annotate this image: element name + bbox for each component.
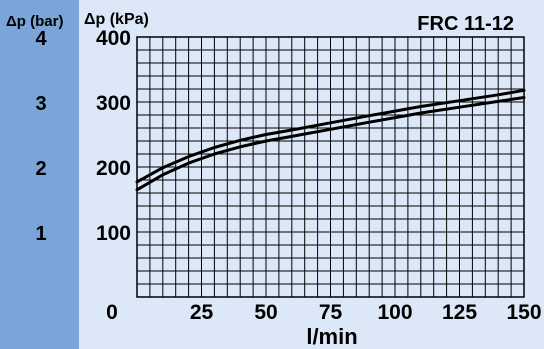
x-tick-label: 100: [377, 301, 412, 324]
x-tick-label: 50: [254, 301, 277, 324]
y-tick-label-kpa: 100: [96, 222, 131, 245]
curve-line-1: [135, 88, 526, 184]
x-tick-label: 125: [442, 301, 477, 324]
x-tick-label: 25: [190, 301, 214, 324]
curve-line-2: [135, 96, 526, 192]
tick-labels: 0 25 50 75 100 125 150 100 200 300 400 1 2 3 4: [35, 27, 541, 324]
y-tick-label-bar: 2: [35, 158, 46, 180]
chart-title: FRC 11-12: [417, 13, 514, 35]
x-tick-label: 150: [506, 301, 541, 324]
y-tick-label-kpa: 200: [96, 157, 131, 180]
plot-border: [136, 36, 525, 298]
x-tick-label: 75: [319, 301, 343, 324]
y-tick-label-bar: 4: [35, 28, 47, 50]
y-tick-label-kpa: 400: [96, 27, 131, 50]
bar-scale-band: [0, 0, 79, 349]
x-tick-label: 0: [106, 301, 118, 324]
xlabel: l/min: [306, 324, 357, 349]
y-tick-label-bar: 3: [35, 93, 46, 115]
plot-background: [79, 0, 544, 349]
curves: [135, 88, 526, 192]
grid-lines: [136, 36, 525, 298]
ylabel-kpa: Δp (kPa): [84, 11, 149, 28]
ylabel-bar: Δp (bar): [6, 13, 63, 30]
y-tick-label-kpa: 300: [96, 92, 131, 115]
y-tick-label-bar: 1: [35, 223, 46, 245]
